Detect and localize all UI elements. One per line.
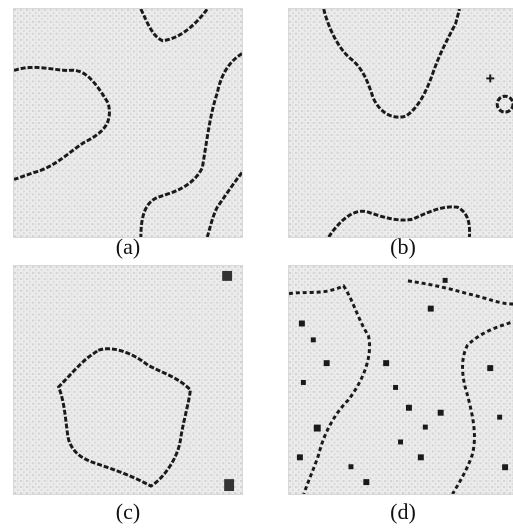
- defect-cluster: [222, 270, 233, 281]
- defect-cluster: [427, 305, 434, 312]
- domain-boundary: [139, 9, 209, 43]
- defect-cluster: [313, 424, 321, 432]
- panel-caption-d: (d): [390, 499, 416, 524]
- domain-boundary: [139, 52, 242, 237]
- simulation-panel-d: [288, 265, 513, 495]
- defect-cluster: [417, 454, 424, 461]
- defect-cluster: [405, 404, 412, 411]
- panel-caption-b: (b): [390, 234, 416, 259]
- defect-cluster: [393, 384, 399, 390]
- simulation-panel-b: [288, 8, 513, 238]
- domain-island: [495, 94, 513, 114]
- defect-cluster: [296, 454, 303, 461]
- lattice-snapshot-d: [289, 266, 513, 494]
- defect-cluster: [224, 479, 235, 492]
- defect-cluster: [422, 424, 428, 430]
- domain-boundary: [327, 205, 472, 237]
- defect-cluster: [398, 439, 403, 445]
- domain-boundary: [322, 9, 461, 119]
- domain-boundary: [205, 171, 242, 237]
- domain-boundary: [14, 65, 111, 181]
- lattice-snapshot-a: [14, 9, 242, 237]
- defect-cluster: [383, 360, 390, 367]
- defect-cluster: [487, 365, 494, 372]
- simulation-panel-a: [13, 8, 243, 238]
- defect-cluster: [310, 337, 316, 343]
- panel-caption-a: (a): [115, 234, 141, 259]
- defect-cluster: [298, 320, 305, 327]
- defect-cluster: [323, 360, 330, 367]
- defect-cluster: [348, 464, 354, 470]
- simulation-panel-c: [13, 265, 243, 495]
- defect-cluster: [300, 380, 306, 385]
- defect-cluster: [502, 464, 509, 471]
- domain-boundary: [451, 320, 513, 494]
- lattice-snapshot-b: [289, 9, 513, 237]
- lattice-snapshot-c: [14, 266, 242, 494]
- defect-cluster: [437, 409, 444, 416]
- defect-cluster: [442, 277, 448, 283]
- domain-boundary: [407, 279, 513, 306]
- panel-caption-c: (c): [115, 499, 141, 524]
- defect-cluster: [497, 414, 503, 420]
- defect-cluster: [363, 479, 370, 486]
- domain-boundary: [57, 347, 192, 488]
- domain-boundary: [289, 284, 372, 494]
